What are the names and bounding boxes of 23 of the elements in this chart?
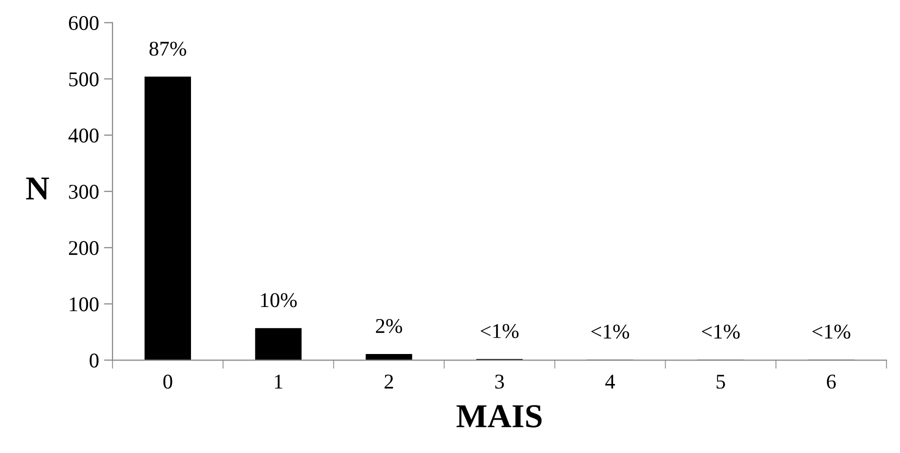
y-tick-label: 0 [90, 354, 99, 368]
annotation: <1% [480, 324, 519, 338]
x-tick-label: 0 [163, 374, 172, 389]
annotation: <1% [591, 324, 630, 339]
annotation: 10% [261, 293, 297, 308]
y-tick-label: 100 [70, 297, 99, 312]
y-tick-label: 500 [69, 72, 99, 86]
y-tick-label: 300 [69, 184, 99, 199]
x-tick-label: 2 [384, 374, 393, 388]
x-tick-label: 6 [826, 374, 836, 389]
y-tick-label: 600 [68, 16, 99, 30]
x-tick-label: 5 [716, 374, 726, 389]
x-tick-label: 4 [605, 374, 615, 388]
annotation: <1% [812, 324, 850, 339]
y-tick-label: 200 [68, 241, 99, 256]
x-tick-label: 1 [274, 374, 282, 388]
y-axis-title: N [26, 178, 50, 200]
annotation: 2% [376, 318, 402, 334]
x-tick-label: 3 [495, 374, 504, 389]
annotation: <1% [702, 324, 740, 339]
x-axis-title: MAIS [456, 405, 542, 428]
y-tick-label: 400 [68, 128, 99, 143]
annotation: 87% [149, 42, 186, 56]
